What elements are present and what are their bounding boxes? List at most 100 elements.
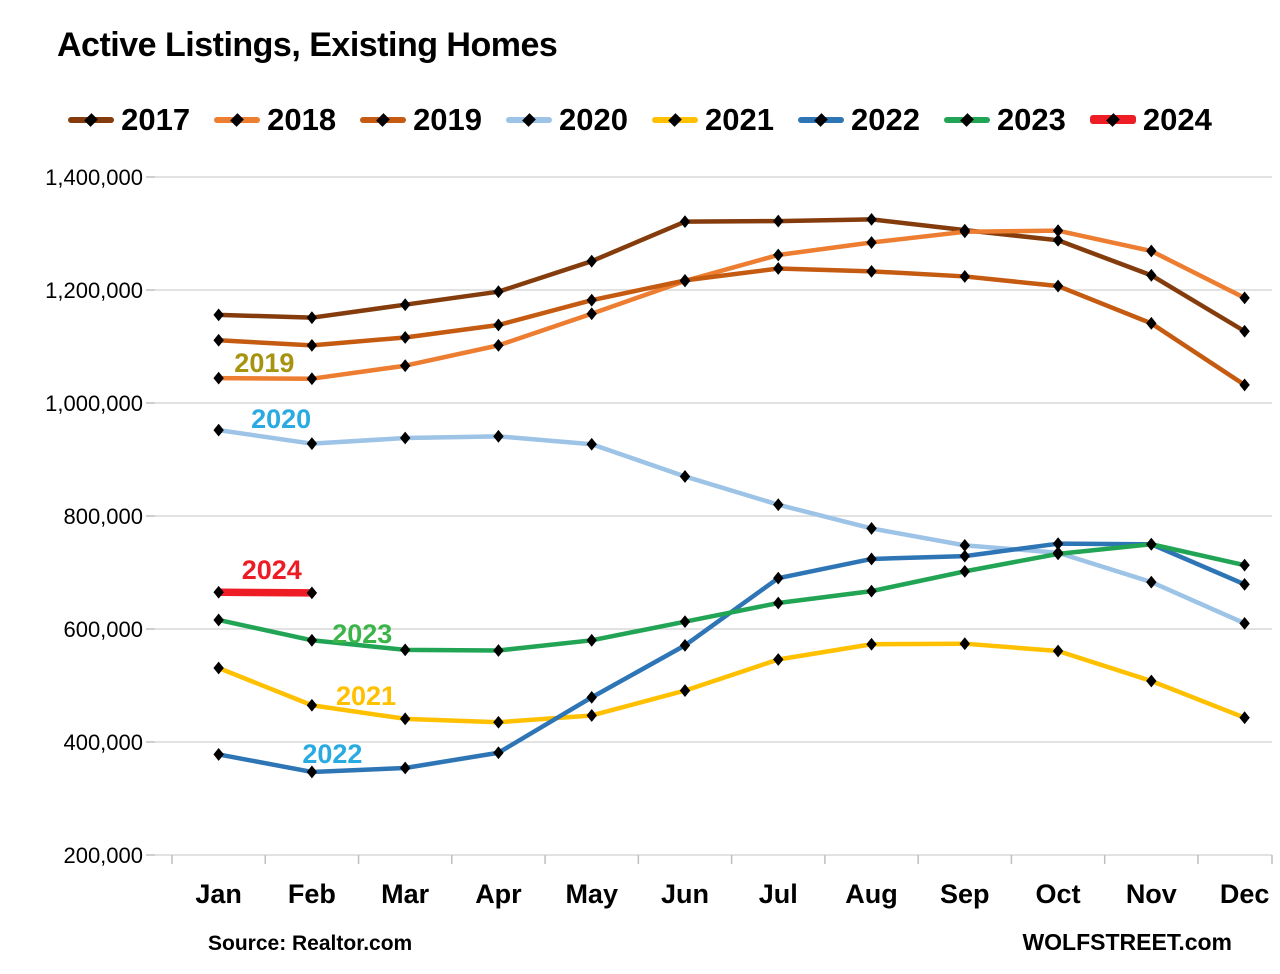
series-line-2023 [216, 542, 1247, 653]
legend-line-swatch [652, 112, 698, 127]
data-point-diamond-icon [213, 333, 224, 347]
data-point-diamond-icon [586, 254, 597, 268]
data-point-diamond-icon [959, 225, 970, 239]
series-markers-2024 [213, 585, 318, 600]
data-point-diamond-icon [493, 644, 504, 657]
data-point-diamond-icon [213, 613, 224, 627]
x-tick-label-Dec: Dec [1220, 879, 1270, 909]
data-point-diamond-icon [866, 212, 877, 226]
data-point-diamond-icon [1052, 537, 1064, 551]
data-point-diamond-icon [306, 633, 318, 647]
legend-label: 2021 [705, 102, 774, 137]
data-point-diamond-icon [1239, 378, 1250, 392]
x-tick-label-Mar: Mar [381, 879, 430, 909]
data-point-diamond-icon [679, 615, 691, 629]
data-point-diamond-icon [773, 248, 784, 262]
data-point-diamond-icon [493, 318, 504, 332]
data-point-diamond-icon [1239, 558, 1250, 572]
data-point-diamond-icon [1146, 537, 1157, 551]
annotation-2020: 2020 [251, 404, 311, 434]
data-point-diamond-icon [1239, 616, 1250, 630]
annotation-2022: 2022 [302, 739, 362, 769]
data-point-diamond-icon [493, 338, 504, 352]
data-point-diamond-icon [866, 637, 877, 651]
x-tick-label-May: May [565, 879, 618, 909]
data-point-diamond-icon [213, 308, 224, 322]
data-point-diamond-icon [959, 564, 970, 578]
data-point-diamond-icon [679, 273, 691, 287]
data-point-diamond-icon [306, 372, 318, 386]
data-point-diamond-icon [773, 262, 784, 275]
data-point-diamond-icon [493, 746, 504, 760]
legend-label: 2020 [559, 102, 628, 137]
data-point-diamond-icon [586, 690, 597, 704]
legend-label: 2022 [850, 102, 920, 137]
x-tick-label-Jul: Jul [759, 879, 798, 909]
annotation-2021: 2021 [336, 681, 396, 711]
data-point-diamond-icon [1146, 575, 1157, 589]
data-point-diamond-icon [306, 338, 318, 352]
data-point-diamond-icon [399, 331, 411, 344]
data-point-diamond-icon [866, 264, 877, 278]
legend-line-swatch [1089, 112, 1136, 127]
data-point-diamond-icon [493, 429, 504, 443]
series-line-2018 [216, 228, 1247, 381]
legend-label: 2017 [121, 102, 191, 137]
data-point-diamond-icon [399, 359, 411, 373]
x-tick-label-Jan: Jan [195, 879, 242, 909]
data-point-diamond-icon [679, 638, 691, 652]
series-markers-2021 [213, 637, 1250, 729]
gridlines: 200,000 400,000 600,000 800,000 1,000,000 1,2… [45, 165, 1272, 868]
data-point-diamond-icon [866, 552, 877, 566]
series-markers-2020 [213, 423, 1250, 630]
x-tick-label-Jun: Jun [661, 879, 709, 909]
data-point-diamond-icon [306, 765, 318, 779]
data-point-diamond-icon [586, 633, 597, 647]
series-line-2017 [216, 217, 1247, 334]
data-point-diamond-icon [773, 596, 784, 610]
legend-item-2023: 2023 [943, 104, 1066, 135]
legend-item-2022: 2022 [797, 102, 920, 137]
legend-line-swatch [506, 112, 553, 127]
data-point-diamond-icon [399, 761, 411, 775]
data-point-diamond-icon [493, 285, 504, 299]
series-line-2024 [214, 588, 316, 597]
y-tick-label: 1,200,000 [45, 278, 143, 303]
data-point-diamond-icon [1239, 577, 1250, 591]
data-point-diamond-icon [399, 712, 411, 726]
x-axis-ticks [171, 855, 1273, 864]
x-tick-label-Oct: Oct [1036, 879, 1081, 909]
data-point-diamond-icon [213, 423, 224, 437]
data-point-diamond-icon [586, 293, 597, 307]
data-point-diamond-icon [1239, 711, 1250, 725]
chart-title: Active Listings, Existing Homes [57, 26, 558, 64]
data-point-diamond-icon [959, 549, 970, 563]
legend-item-2020: 2020 [506, 104, 628, 135]
annotations: 2019 2020 2024 2023 2021 2022 [234, 348, 396, 769]
data-point-diamond-icon [773, 571, 784, 585]
data-point-diamond-icon [1146, 268, 1157, 282]
data-point-diamond-icon [1146, 244, 1157, 258]
legend-line-swatch [360, 112, 407, 127]
data-point-diamond-icon [773, 214, 784, 228]
legend-line-swatch [214, 112, 261, 127]
data-point-diamond-icon [679, 470, 691, 483]
data-point-diamond-icon [306, 698, 318, 712]
data-point-diamond-icon [1052, 279, 1064, 293]
legend-label: 2019 [413, 102, 483, 137]
series-markers-2017 [213, 212, 1250, 338]
data-point-diamond-icon [399, 298, 411, 312]
data-point-diamond-icon [1052, 644, 1064, 658]
data-point-diamond-icon [773, 498, 784, 512]
data-point-diamond-icon [1146, 316, 1157, 330]
legend-item-2017: 2017 [68, 104, 190, 135]
y-tick-label: 600,000 [63, 617, 143, 642]
data-point-diamond-icon [213, 371, 224, 385]
data-point-diamond-icon [493, 715, 504, 729]
data-point-diamond-icon [213, 748, 224, 761]
data-point-diamond-icon [213, 661, 224, 675]
chart-legend: 2017 2018 2019 2020 2021 2022 2023 2024 [0, 104, 1280, 135]
series-markers-2018 [213, 224, 1250, 386]
legend-line-swatch [68, 112, 115, 127]
series-line-2020 [216, 427, 1247, 626]
